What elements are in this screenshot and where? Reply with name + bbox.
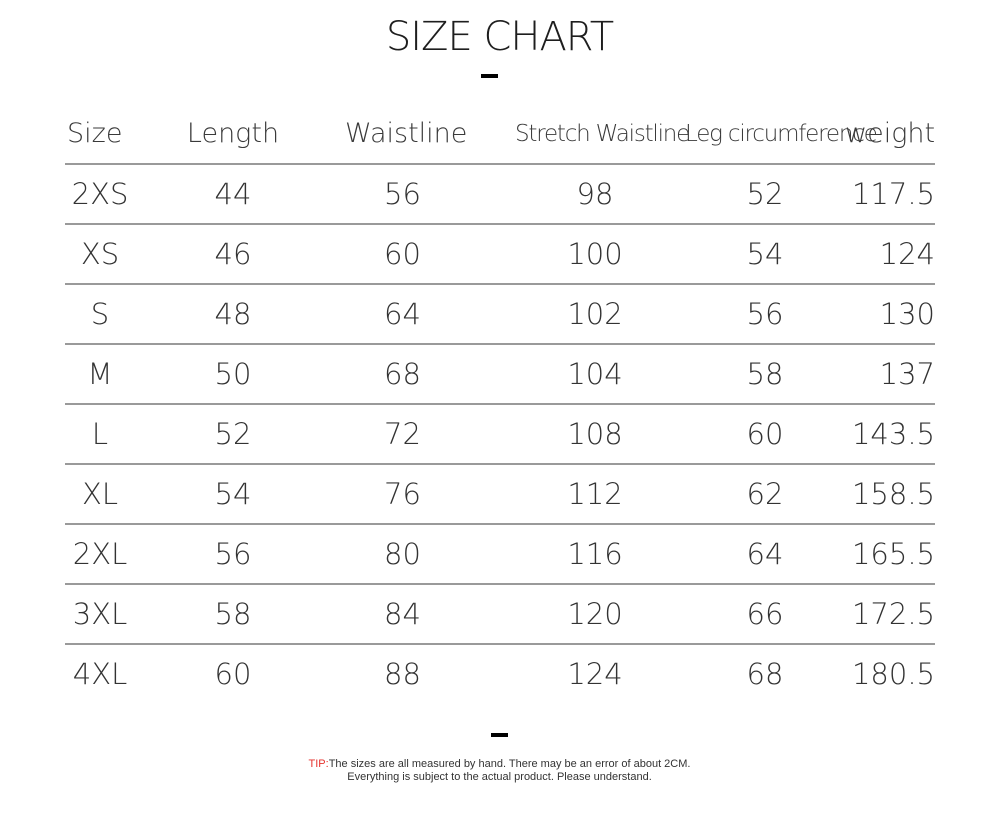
cell-length: 54 — [214, 477, 252, 511]
cell-size: M — [87, 357, 113, 391]
cell-weight: 172.5 — [851, 597, 935, 631]
cell-size: L — [91, 417, 109, 451]
cell-length: 56 — [214, 537, 252, 571]
cell-leg-circumference: 54 — [746, 237, 784, 271]
cell-stretch-waistline: 124 — [567, 657, 623, 691]
cell-stretch-waistline: 100 — [567, 237, 623, 271]
cell-leg-circumference: 62 — [746, 477, 784, 511]
cell-size: 3XL — [72, 597, 128, 631]
cell-leg-circumference: 56 — [746, 297, 784, 331]
tip-text-1: The sizes are all measured by hand. Ther… — [328, 758, 691, 770]
header-leg-circumference: Leg circumference — [685, 121, 878, 147]
cell-weight: 180.5 — [851, 657, 935, 691]
cell-stretch-waistline: 116 — [567, 537, 623, 571]
cell-length: 52 — [214, 417, 252, 451]
cell-stretch-waistline: 104 — [567, 357, 623, 391]
table-row: 3XL 58 84 120 66 172.5 — [65, 585, 935, 645]
cell-size: 4XL — [72, 657, 128, 691]
cell-waistline: 88 — [384, 657, 421, 691]
cell-length: 50 — [214, 357, 252, 391]
tip-line-2: Everything is subject to the actual prod… — [347, 771, 652, 783]
cell-size: XS — [80, 237, 120, 271]
table-row: 4XL 60 88 124 68 180.5 — [65, 645, 935, 703]
cell-leg-circumference: 64 — [746, 537, 784, 571]
cell-length: 48 — [214, 297, 252, 331]
cell-stretch-waistline: 108 — [567, 417, 623, 451]
table-row: XS 46 60 100 54 124 — [65, 225, 935, 285]
footer-divider — [491, 733, 508, 737]
cell-length: 60 — [214, 657, 252, 691]
header-length: Length — [186, 118, 280, 149]
cell-waistline: 72 — [384, 417, 421, 451]
cell-size: 2XS — [71, 177, 129, 211]
tip-note: TIP:The sizes are all measured by hand. … — [0, 758, 999, 784]
cell-size: 2XL — [72, 537, 128, 571]
cell-stretch-waistline: 120 — [567, 597, 623, 631]
cell-leg-circumference: 60 — [746, 417, 784, 451]
size-table: Size Length Waistline Stretch Waistline … — [65, 105, 935, 703]
cell-leg-circumference: 58 — [746, 357, 784, 391]
cell-stretch-waistline: 98 — [576, 177, 614, 211]
cell-weight: 117.5 — [851, 177, 935, 211]
table-header-row: Size Length Waistline Stretch Waistline … — [65, 105, 935, 165]
cell-weight: 130 — [879, 297, 935, 331]
table-row: L 52 72 108 60 143.5 — [65, 405, 935, 465]
table-row: S 48 64 102 56 130 — [65, 285, 935, 345]
cell-waistline: 64 — [384, 297, 421, 331]
cell-waistline: 60 — [384, 237, 421, 271]
cell-waistline: 76 — [384, 477, 421, 511]
header-size: Size — [67, 118, 123, 149]
cell-waistline: 68 — [384, 357, 421, 391]
table-row: M 50 68 104 58 137 — [65, 345, 935, 405]
header-weight: weight — [845, 118, 936, 149]
cell-leg-circumference: 68 — [746, 657, 784, 691]
cell-waistline: 80 — [384, 537, 421, 571]
cell-weight: 143.5 — [851, 417, 935, 451]
cell-weight: 137 — [879, 357, 935, 391]
cell-length: 44 — [214, 177, 252, 211]
header-waistline: Waistline — [345, 118, 468, 149]
cell-leg-circumference: 52 — [746, 177, 784, 211]
cell-length: 58 — [214, 597, 252, 631]
cell-weight: 124 — [879, 237, 935, 271]
cell-waistline: 56 — [384, 177, 421, 211]
cell-stretch-waistline: 112 — [567, 477, 623, 511]
cell-weight: 158.5 — [851, 477, 935, 511]
tip-line-1: TIP:The sizes are all measured by hand. … — [0, 758, 999, 771]
title-divider — [481, 74, 498, 78]
cell-leg-circumference: 66 — [746, 597, 784, 631]
table-row: 2XL 56 80 116 64 165.5 — [65, 525, 935, 585]
cell-size: XL — [81, 477, 119, 511]
cell-waistline: 84 — [384, 597, 421, 631]
page-title: SIZE CHART — [385, 14, 614, 60]
table-row: 2XS 44 56 98 52 117.5 — [65, 165, 935, 225]
table-row: XL 54 76 112 62 158.5 — [65, 465, 935, 525]
header-stretch-waistline: Stretch Waistline — [515, 121, 690, 147]
cell-length: 46 — [214, 237, 252, 271]
cell-size: S — [90, 297, 110, 331]
tip-prefix: TIP: — [308, 758, 329, 770]
cell-weight: 165.5 — [851, 537, 935, 571]
cell-stretch-waistline: 102 — [567, 297, 623, 331]
